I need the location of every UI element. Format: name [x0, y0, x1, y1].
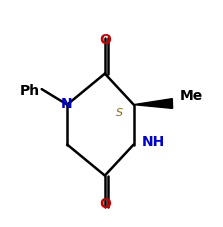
- Text: O: O: [99, 33, 111, 47]
- Text: Ph: Ph: [19, 84, 39, 98]
- Text: NH: NH: [141, 135, 165, 149]
- Text: O: O: [99, 197, 111, 211]
- Text: N: N: [60, 96, 72, 111]
- Text: S: S: [116, 109, 123, 118]
- Text: Me: Me: [180, 89, 203, 103]
- Polygon shape: [134, 99, 173, 109]
